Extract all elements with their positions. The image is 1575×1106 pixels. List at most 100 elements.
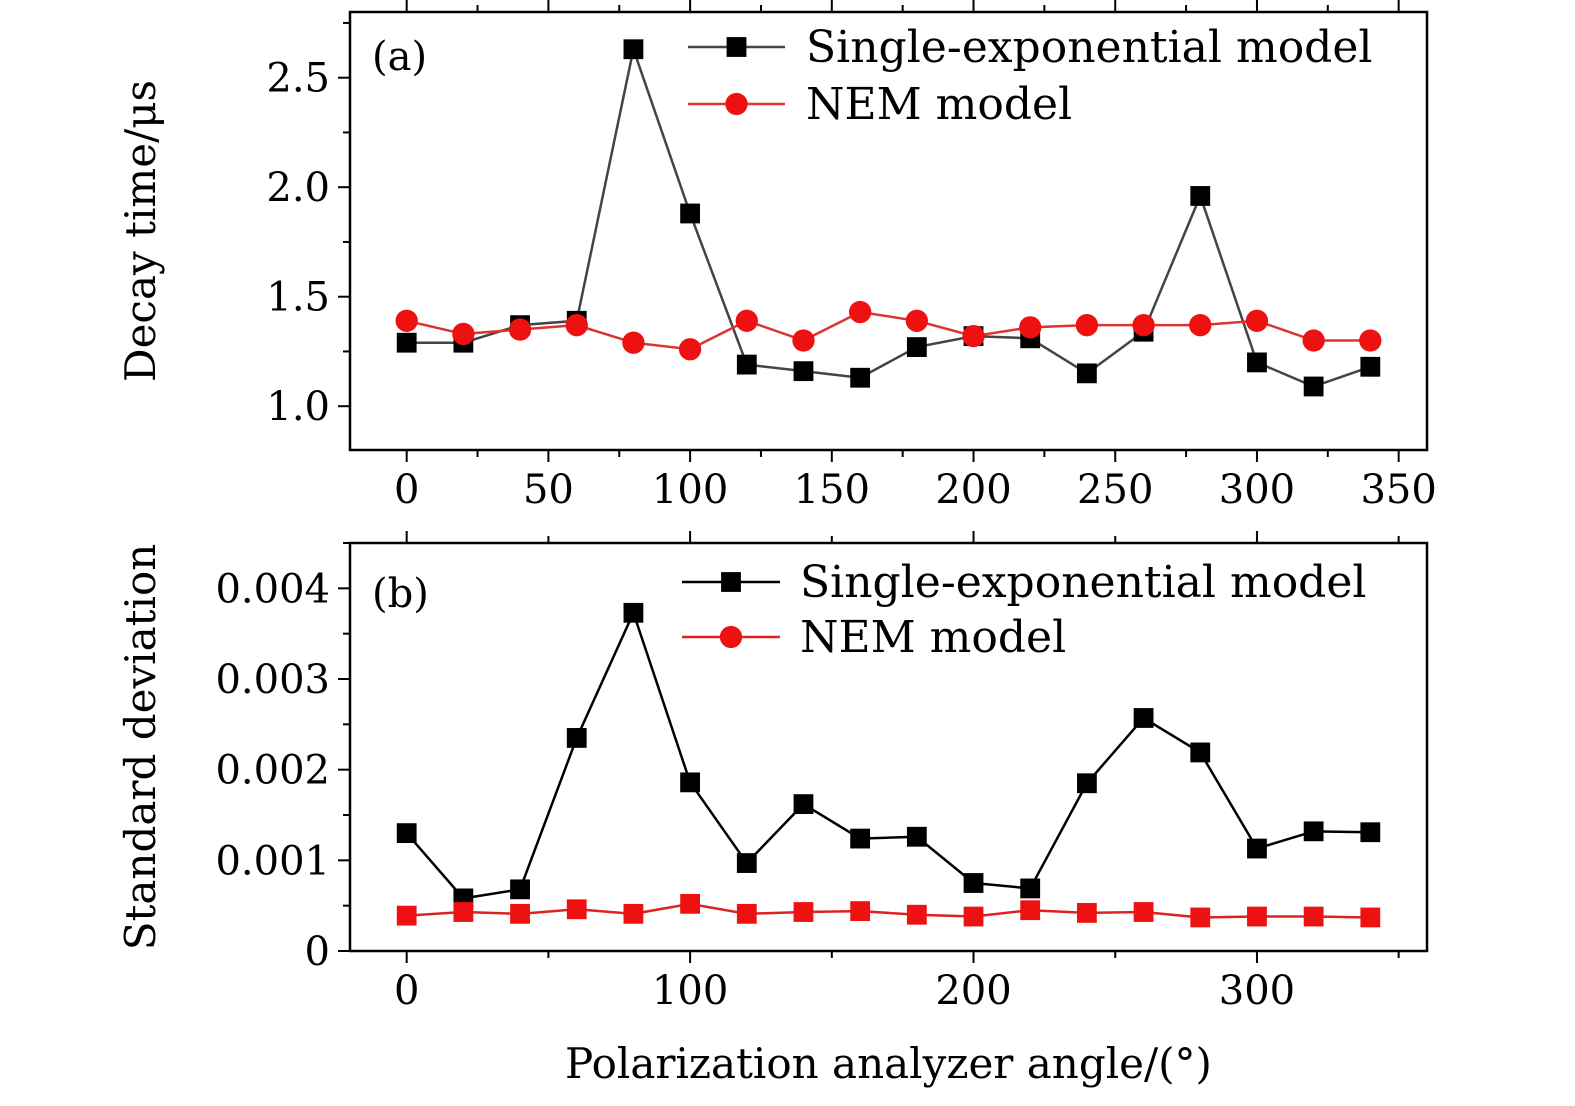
data-point-single-exponential bbox=[906, 337, 927, 357]
panel-b: 0 100 200 300 0 0.001 0.002 0.003 0.004 Standard … bbox=[116, 531, 1429, 1088]
data-point-nem bbox=[395, 309, 418, 332]
data-point-single-exponential bbox=[1247, 838, 1267, 859]
data-point-single-exponential bbox=[1247, 352, 1267, 373]
y-tick-label: 1.0 bbox=[266, 384, 330, 430]
y-tick-label: 2.5 bbox=[266, 56, 330, 102]
x-tick-label: 50 bbox=[523, 467, 574, 513]
data-point-single-exponential bbox=[850, 367, 871, 388]
legend-marker-nem bbox=[725, 92, 748, 116]
data-point-nem bbox=[1190, 907, 1211, 928]
data-point-nem bbox=[1132, 314, 1155, 337]
legend-label-nem: NEM model bbox=[800, 612, 1066, 663]
legend-label-single-exponential: Single-exponential model bbox=[800, 557, 1366, 608]
y-axis-title: Decay time/μs bbox=[116, 80, 165, 382]
x-tick-label: 250 bbox=[1077, 467, 1153, 513]
y-tick-label: 0.002 bbox=[215, 748, 330, 794]
data-point-nem bbox=[906, 904, 927, 925]
series-line-single-exponential bbox=[405, 609, 1371, 900]
y-tick-label: 0.003 bbox=[215, 657, 330, 703]
data-point-single-exponential bbox=[906, 826, 927, 847]
data-point-single-exponential bbox=[1076, 773, 1097, 794]
data-point-single-exponential bbox=[850, 828, 871, 849]
x-tick-label: 0 bbox=[394, 467, 419, 513]
data-point-single-exponential bbox=[736, 853, 757, 873]
data-point-nem bbox=[962, 324, 985, 348]
legend-marker-nem bbox=[719, 625, 743, 649]
data-point-nem bbox=[396, 905, 417, 926]
data-point-single-exponential bbox=[1133, 708, 1154, 728]
panel-b-frame bbox=[348, 541, 1429, 953]
legend-marker-single-exponential bbox=[726, 37, 747, 57]
data-point-single-exponential bbox=[396, 823, 417, 844]
y-tick-label: 1.5 bbox=[266, 275, 330, 321]
y-axis-title: Standard deviation bbox=[116, 544, 165, 951]
data-point-nem bbox=[510, 903, 530, 924]
series-line-nem bbox=[406, 310, 1371, 351]
data-point-single-exponential bbox=[793, 361, 814, 382]
legend-label-nem: NEM model bbox=[806, 79, 1072, 130]
data-point-single-exponential bbox=[1303, 821, 1324, 842]
x-tick-label: 100 bbox=[652, 968, 728, 1014]
data-point-nem bbox=[1247, 906, 1267, 927]
y-tick-label: 0.004 bbox=[215, 566, 330, 612]
data-point-nem bbox=[566, 899, 587, 920]
data-point-nem bbox=[508, 318, 532, 341]
y-tick-label: 0.001 bbox=[215, 838, 330, 884]
data-point-single-exponential bbox=[566, 728, 587, 748]
data-point-nem bbox=[1360, 907, 1381, 928]
data-point-single-exponential bbox=[680, 203, 701, 224]
panel-a: 0 50 100 150 200 250 300 350 1.0 1.5 2.0 2.5 Decay t… bbox=[116, 0, 1437, 513]
y-tick-label: 0 bbox=[305, 929, 330, 975]
data-point-single-exponential bbox=[1360, 822, 1381, 843]
data-point-single-exponential bbox=[1020, 878, 1041, 899]
series-single-exponential bbox=[396, 602, 1381, 909]
x-axis-title: Polarization analyzer angle/(°) bbox=[565, 1039, 1212, 1088]
data-point-nem bbox=[1075, 314, 1099, 337]
data-point-nem bbox=[1302, 329, 1325, 352]
series-nem bbox=[395, 300, 1382, 361]
panel-label: (a) bbox=[372, 34, 427, 80]
data-point-nem bbox=[793, 902, 814, 922]
x-tick-label: 100 bbox=[652, 467, 728, 513]
data-point-nem bbox=[736, 903, 757, 924]
x-tick-label: 300 bbox=[1219, 968, 1295, 1014]
data-point-single-exponential bbox=[396, 332, 417, 353]
data-point-nem bbox=[1076, 903, 1097, 923]
x-tick-label: 300 bbox=[1219, 467, 1295, 513]
data-point-single-exponential bbox=[623, 602, 644, 623]
x-tick-label: 200 bbox=[935, 467, 1011, 513]
data-point-single-exponential bbox=[1190, 186, 1211, 206]
panel-a-frame bbox=[348, 10, 1429, 452]
data-point-nem bbox=[850, 901, 871, 922]
data-point-nem bbox=[1359, 329, 1382, 352]
data-point-nem bbox=[453, 902, 474, 922]
data-point-single-exponential bbox=[623, 39, 644, 60]
series-nem bbox=[396, 893, 1381, 928]
data-point-nem bbox=[1245, 309, 1269, 332]
x-tick-label: 350 bbox=[1360, 467, 1436, 513]
series-line-nem bbox=[406, 902, 1371, 919]
data-point-nem bbox=[1303, 906, 1324, 927]
data-point-nem bbox=[848, 300, 872, 324]
data-point-nem bbox=[1133, 902, 1154, 922]
data-point-single-exponential bbox=[510, 879, 530, 900]
x-tick-label: 150 bbox=[794, 467, 870, 513]
data-point-nem bbox=[963, 906, 984, 927]
data-point-single-exponential bbox=[963, 873, 984, 893]
data-point-nem bbox=[678, 338, 702, 361]
data-point-nem bbox=[1189, 314, 1212, 337]
x-tick-label: 0 bbox=[394, 968, 419, 1014]
data-point-nem bbox=[1020, 900, 1041, 921]
data-point-nem bbox=[905, 309, 929, 332]
data-point-single-exponential bbox=[1190, 742, 1211, 763]
panel-label: (b) bbox=[372, 571, 429, 617]
x-tick-label: 200 bbox=[935, 968, 1011, 1014]
data-point-single-exponential bbox=[1360, 356, 1381, 377]
y-tick-label: 2.0 bbox=[266, 165, 330, 211]
data-point-single-exponential bbox=[793, 794, 814, 815]
data-point-nem bbox=[622, 331, 645, 354]
data-point-single-exponential bbox=[736, 354, 757, 375]
